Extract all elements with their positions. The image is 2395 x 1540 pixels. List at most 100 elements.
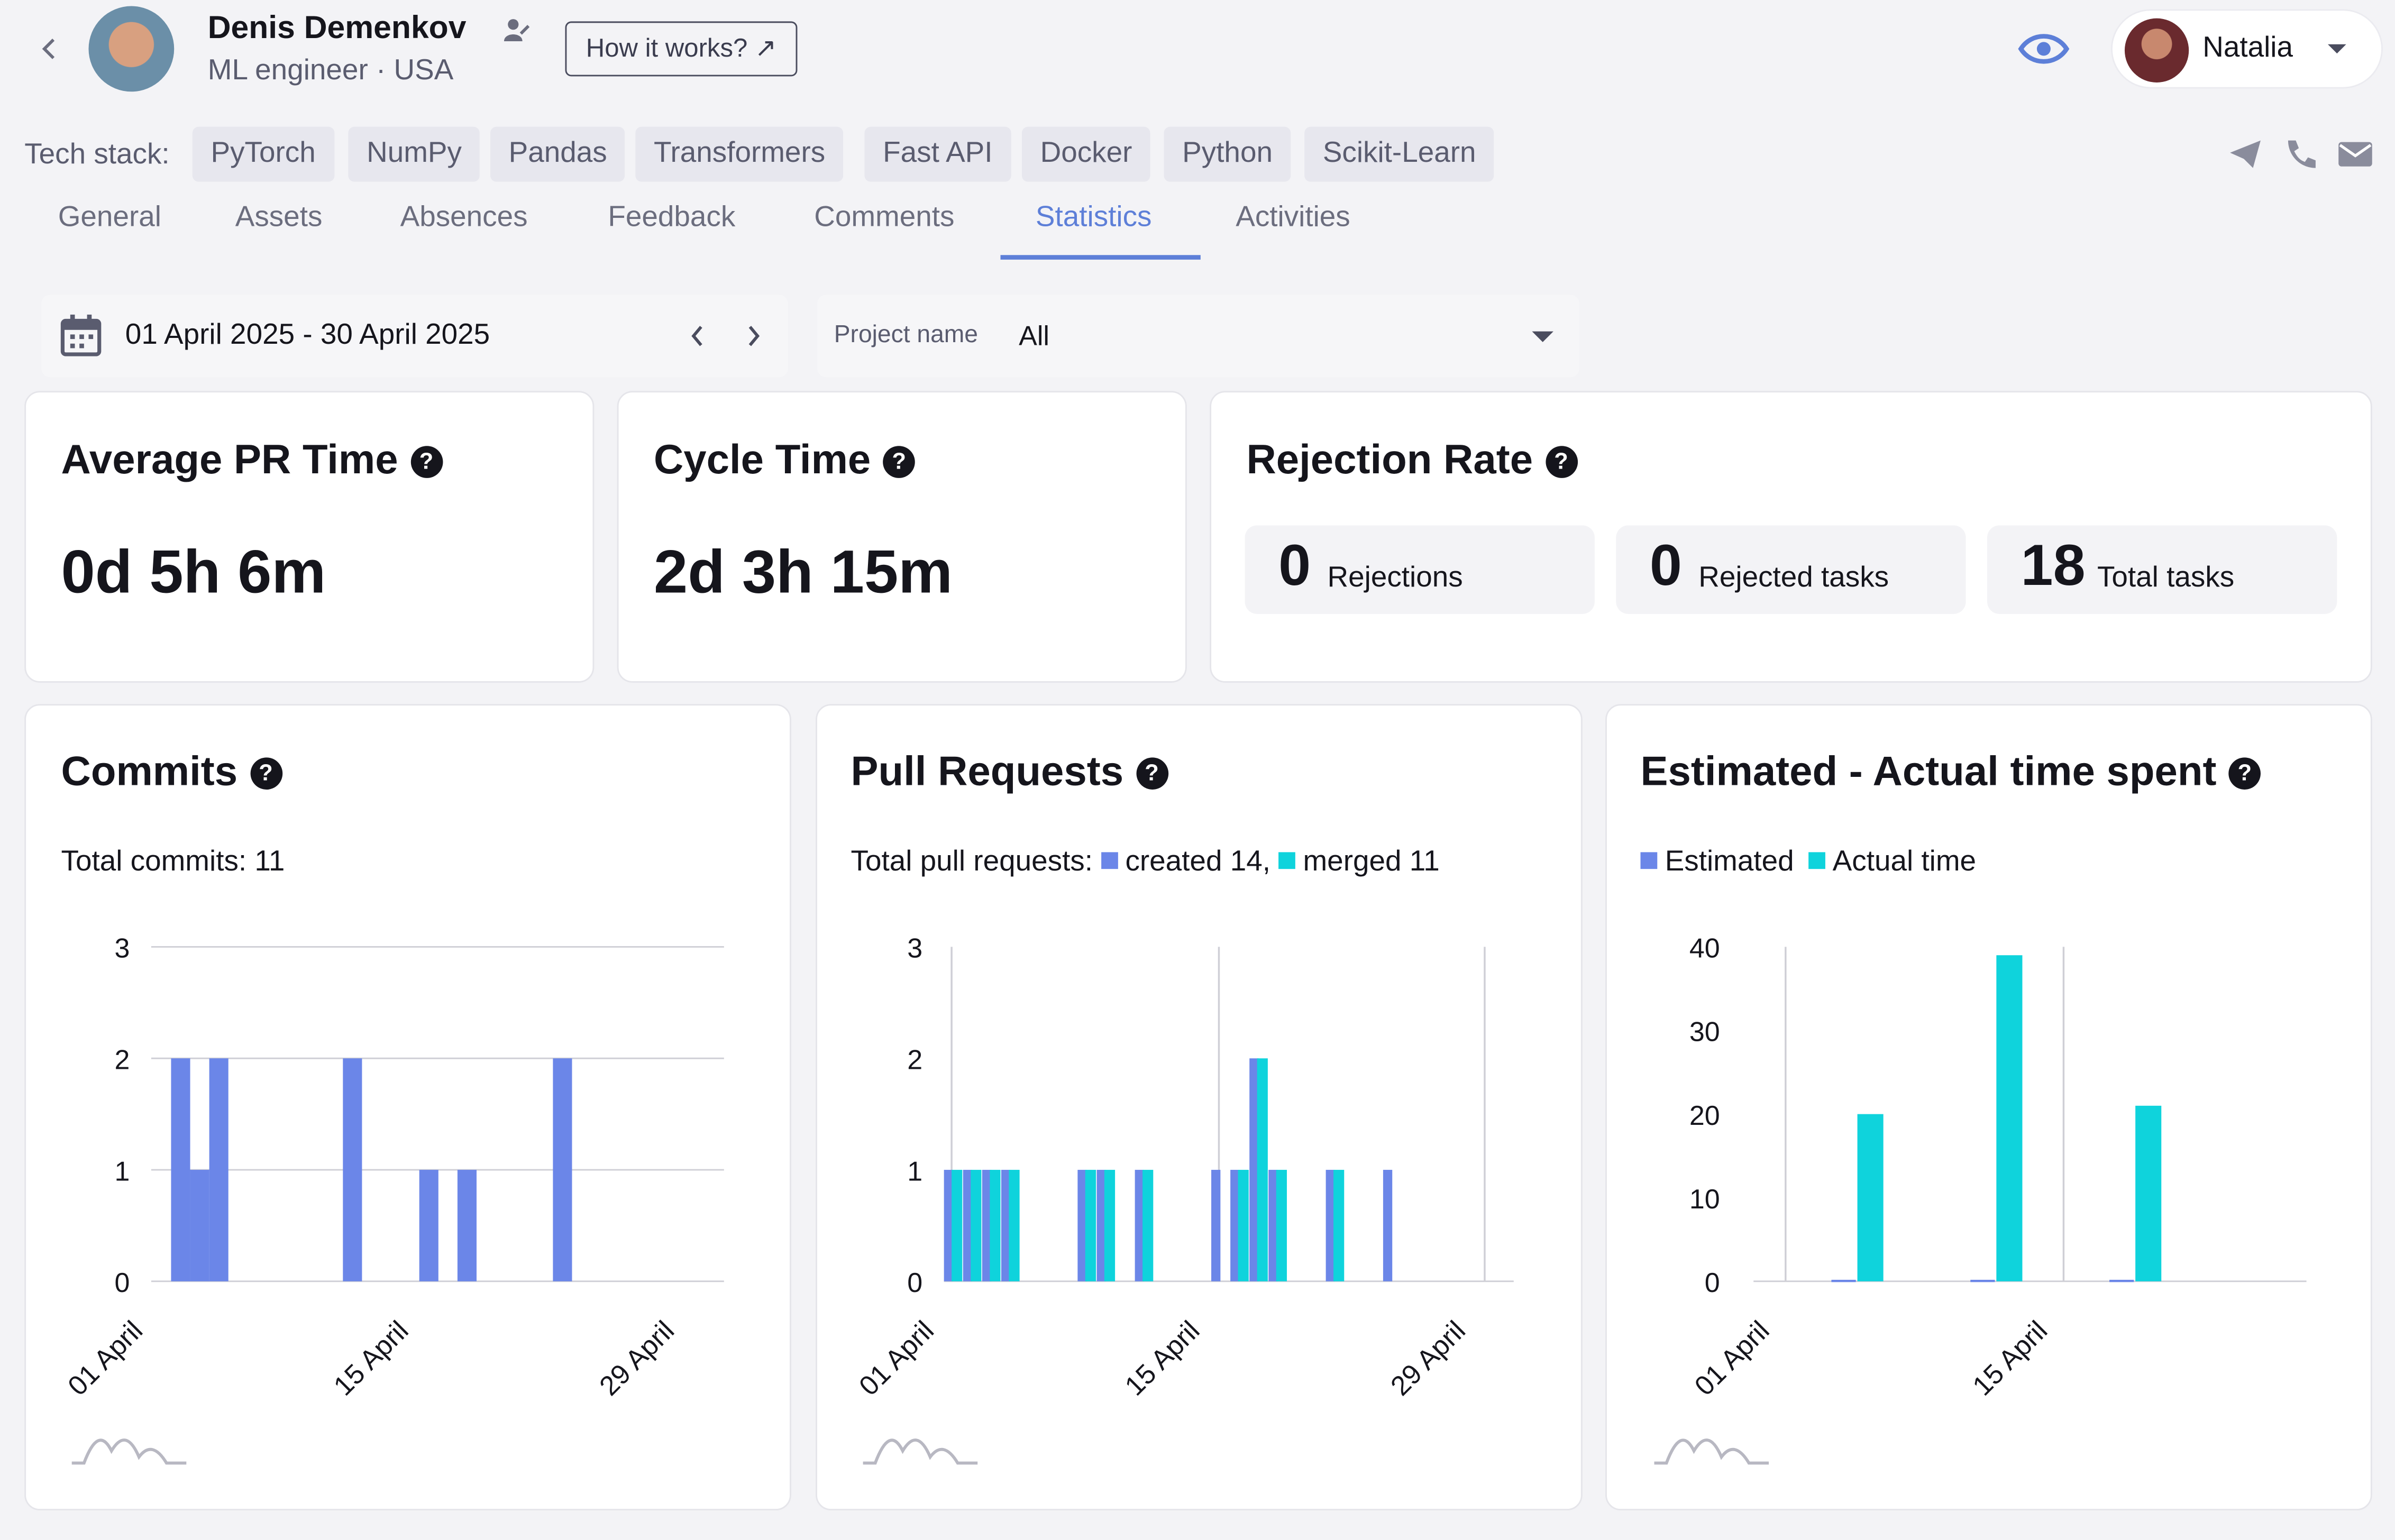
bar-created	[1001, 1170, 1011, 1281]
help-icon[interactable]: ?	[1136, 757, 1168, 790]
project-value: All	[1019, 320, 1049, 352]
zoom-squiggle-icon	[71, 1438, 187, 1465]
avg-pr-card: Average PR Time? 0d 5h 6m	[24, 391, 595, 683]
tech-tag: PyTorch	[192, 126, 334, 182]
project-select[interactable]: Project name All	[817, 295, 1579, 378]
x-tick-label: 01 April	[1689, 1315, 1776, 1402]
user-name: Natalia	[2202, 32, 2293, 65]
bar-merged	[952, 1170, 963, 1281]
caret-down-icon	[2328, 44, 2346, 54]
prev-month-icon[interactable]	[686, 322, 710, 350]
telegram-icon[interactable]	[2227, 138, 2263, 171]
bar-actual	[1857, 1114, 1884, 1281]
bar-merged	[1238, 1170, 1249, 1281]
help-icon[interactable]: ?	[883, 446, 916, 478]
phone-icon[interactable]	[2282, 136, 2318, 172]
avg-pr-value: 0d 5h 6m	[61, 539, 326, 607]
tab-statistics[interactable]: Statistics	[1035, 201, 1152, 234]
tech-tag: NumPy	[348, 126, 480, 182]
bar-merged	[1085, 1170, 1096, 1281]
back-chevron-icon[interactable]	[34, 34, 65, 65]
help-icon[interactable]: ?	[410, 446, 443, 478]
commits-title: Commits?	[61, 748, 282, 796]
x-tick-label: 01 April	[853, 1315, 940, 1402]
tech-stack-label: Tech stack:	[24, 139, 170, 171]
pull-requests-title: Pull Requests?	[851, 748, 1168, 796]
bar-merged	[1009, 1170, 1020, 1281]
rejection-rate-title: Rejection Rate?	[1246, 437, 1577, 484]
user-avatar	[2124, 18, 2189, 82]
help-icon[interactable]: ?	[1545, 446, 1577, 478]
y-tick-label: 1	[115, 1156, 130, 1187]
how-it-works-button[interactable]: How it works? ↗	[565, 21, 798, 77]
tech-tag: Python	[1164, 126, 1291, 182]
pull-requests-card: Pull Requests? Total pull requests: crea…	[816, 704, 1583, 1511]
bar	[209, 1058, 228, 1281]
bar-estimated	[1970, 1279, 1995, 1282]
bar-actual	[2135, 1105, 2162, 1281]
tab-feedback[interactable]: Feedback	[608, 201, 736, 234]
bar-merged	[1104, 1170, 1116, 1281]
date-range-text: 01 April 2025 - 30 April 2025	[125, 319, 490, 352]
y-tick-label: 0	[115, 1268, 130, 1298]
total-tasks-stat: 18 Total tasks	[1987, 525, 2337, 614]
zoom-squiggle-icon	[863, 1438, 978, 1465]
y-tick-label: 30	[1689, 1017, 1720, 1048]
eye-icon[interactable]	[2016, 28, 2071, 70]
cycle-time-card: Cycle Time? 2d 3h 15m	[617, 391, 1187, 683]
total-tasks-value: 18	[2021, 534, 2086, 599]
help-icon[interactable]: ?	[2228, 757, 2261, 790]
bar-merged	[1142, 1170, 1154, 1281]
help-icon[interactable]: ?	[250, 757, 282, 790]
commits-subtitle: Total commits: 11	[61, 846, 285, 878]
user-menu[interactable]: Natalia	[2110, 9, 2383, 89]
bar	[343, 1058, 362, 1281]
avatar	[88, 6, 175, 92]
estimated-actual-card: Estimated - Actual time spent? Estimated…	[1605, 704, 2372, 1511]
rejected-tasks-value: 0	[1649, 534, 1682, 599]
bar-created	[963, 1170, 973, 1281]
bar-created	[1096, 1170, 1106, 1281]
tech-tag: Docker	[1021, 126, 1151, 182]
bar	[171, 1058, 190, 1281]
estimated-actual-title: Estimated - Actual time spent?	[1640, 748, 2261, 796]
next-month-icon[interactable]	[741, 322, 765, 350]
y-tick-label: 0	[1705, 1268, 1720, 1298]
date-range-picker[interactable]: 01 April 2025 - 30 April 2025	[41, 295, 789, 378]
bar-merged	[1257, 1058, 1268, 1281]
bar-created	[1211, 1170, 1221, 1281]
tab-activities[interactable]: Activities	[1236, 201, 1350, 234]
rejected-tasks-stat: 0 Rejected tasks	[1616, 525, 1966, 614]
bar	[190, 1170, 209, 1281]
tab-absences[interactable]: Absences	[400, 201, 528, 234]
tab-assets[interactable]: Assets	[235, 201, 323, 234]
x-tick-label: 29 April	[593, 1315, 680, 1402]
y-tick-label: 40	[1689, 933, 1720, 964]
bar-created	[1249, 1058, 1259, 1281]
rejections-stat: 0 Rejections	[1245, 525, 1595, 614]
legend-swatch	[1278, 852, 1296, 869]
project-label: Project name	[834, 322, 978, 349]
bar-merged	[1276, 1170, 1287, 1281]
x-tick-label: 01 April	[62, 1315, 149, 1402]
total-tasks-label: Total tasks	[2097, 562, 2235, 594]
mail-icon[interactable]	[2337, 139, 2373, 170]
commits-card: Commits? Total commits: 11	[24, 704, 791, 1511]
bar-created	[1383, 1170, 1393, 1281]
x-tick-label: 15 April	[1967, 1315, 2054, 1402]
calendar-icon	[60, 314, 102, 356]
y-tick-label: 3	[907, 933, 922, 964]
profile-role: ML engineer · USA	[207, 54, 454, 87]
zoom-squiggle-icon	[1654, 1438, 1769, 1465]
bar-created	[944, 1170, 953, 1281]
rejections-value: 0	[1278, 534, 1311, 599]
bar-merged	[990, 1170, 1001, 1281]
estimated-actual-legend: Estimated Actual time	[1640, 846, 1976, 880]
pull-requests-subtitle: Total pull requests: created 14, merged …	[851, 846, 1440, 878]
tab-comments[interactable]: Comments	[814, 201, 955, 234]
edit-user-icon[interactable]	[501, 15, 532, 46]
y-tick-label: 10	[1689, 1184, 1720, 1215]
bar	[457, 1170, 477, 1281]
tab-general[interactable]: General	[58, 201, 161, 234]
